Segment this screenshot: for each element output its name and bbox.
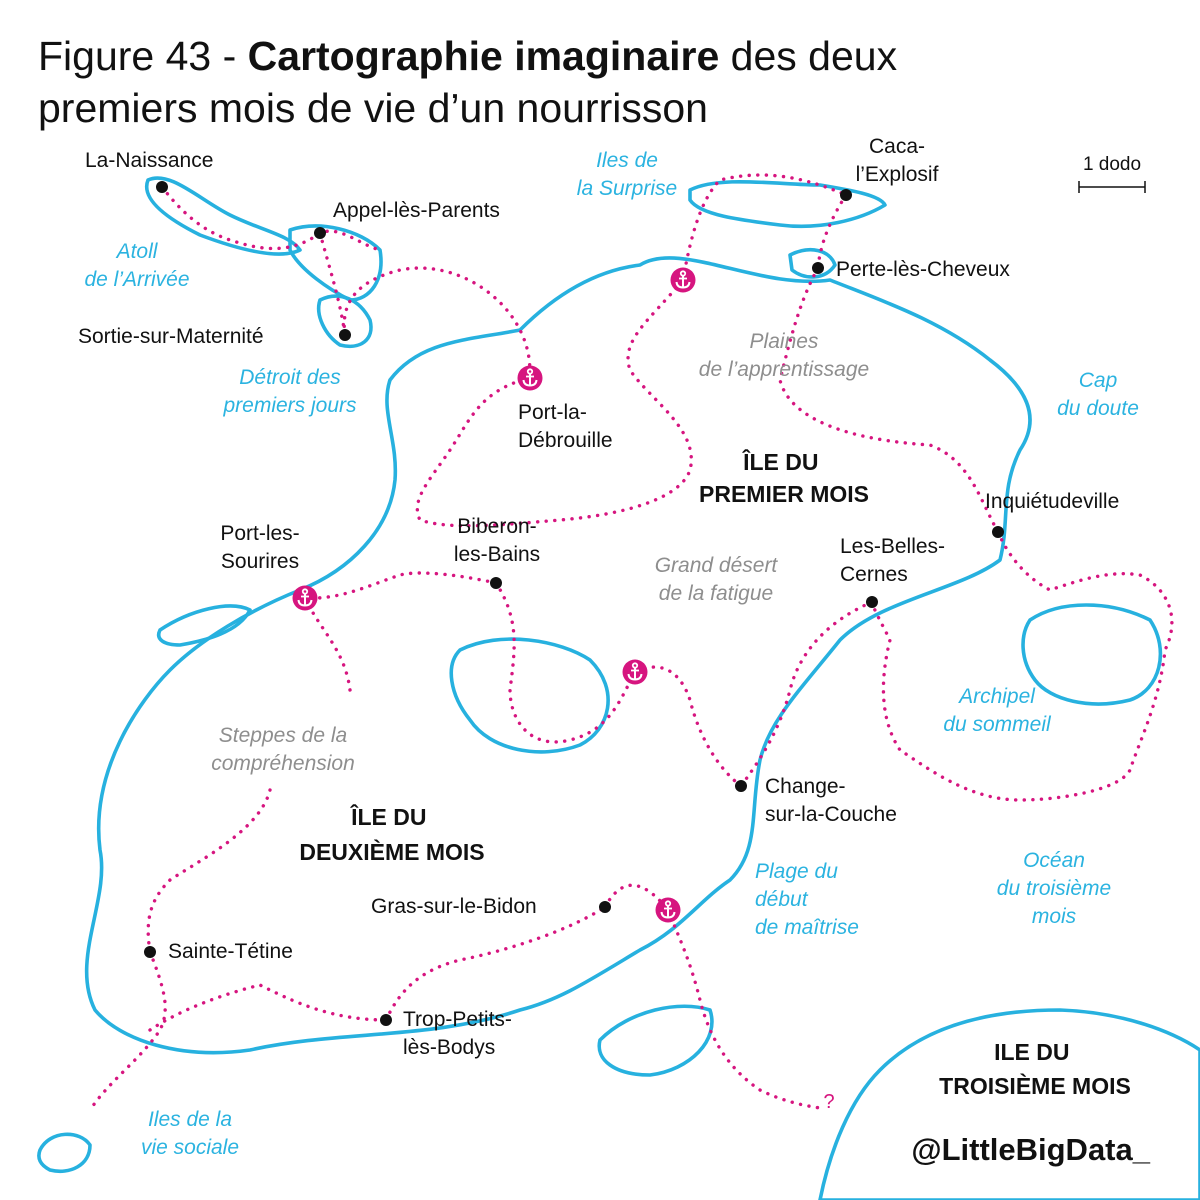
dot-icon	[840, 189, 852, 201]
route-segment	[160, 185, 382, 252]
dot-icon	[735, 780, 747, 792]
route-segment	[148, 983, 388, 1032]
dot-icon	[380, 1014, 392, 1026]
scale-label: 1 dodo	[1083, 154, 1141, 175]
place-label-appel-les-parents: Appel-lès-Parents	[333, 199, 500, 222]
inner-lake-coast	[449, 637, 610, 754]
region-label-iles-de-la-surprise: Iles de la Surprise	[577, 149, 677, 200]
title-rest: des deux premiers mois de vie d’un nourr…	[38, 33, 898, 131]
plain-label-plaines-de-l-apprentissage: Plaines de l’apprentissage	[699, 330, 869, 381]
place-label-change-sur-la-couche: Change-sur-la-Couche	[765, 775, 897, 826]
place-label-trop-petits-les-bodys: Trop-Petits-lès-Bodys	[403, 1008, 512, 1059]
route-segment	[303, 596, 352, 692]
island-second-month: ÎLE DU DEUXIÈME MOIS	[299, 803, 484, 865]
place-label-les-belles-cernes: Les-Belles-Cernes	[840, 535, 945, 586]
place-label-caca-l-explosif: Caca-l’Explosif	[856, 135, 939, 186]
plain-label-grand-desert-de-la-fatigue: Grand désert de la fatigue	[655, 554, 779, 605]
route-segment	[633, 665, 743, 788]
credit-handle: @LittleBigData_	[911, 1132, 1150, 1167]
region-label-plage-du-debut-de-maitrise: Plage du début de maîtrise	[755, 860, 859, 939]
atoll-coast	[144, 176, 302, 256]
page-title: Figure 43 - Cartographie imaginaire des …	[38, 30, 1038, 134]
dot-icon	[144, 946, 156, 958]
route-segment	[342, 266, 532, 380]
title-bold: Cartographie imaginaire	[247, 33, 720, 79]
dotted-routes	[88, 173, 1174, 1112]
place-label-inquietudeville: Inquiétudeville	[985, 490, 1119, 513]
unknown-destination-marker: ?	[823, 1091, 834, 1113]
dot-icon	[314, 227, 326, 239]
route-segment	[870, 530, 1174, 802]
place-label-perte-les-cheveux: Perte-lès-Cheveux	[836, 258, 1010, 281]
islet-surprise	[688, 179, 887, 229]
dot-icon	[866, 596, 878, 608]
route-segment	[494, 581, 637, 744]
dot-icon	[339, 329, 351, 341]
place-label-sainte-tetine: Sainte-Tétine	[168, 940, 293, 963]
dot-icon	[599, 901, 611, 913]
island-first-month: ÎLE DU PREMIER MOIS	[699, 448, 869, 507]
region-label-atoll-de-l-arrivee: Atoll de l’Arrivée	[84, 240, 189, 291]
anchor-icon	[622, 659, 648, 685]
dot-icon	[156, 181, 168, 193]
third-island-coast	[818, 1008, 1200, 1200]
region-label-archipel-du-sommeil: Archipel du sommeil	[943, 685, 1052, 736]
dot-icon	[992, 526, 1004, 538]
route-segment	[666, 908, 822, 1110]
plain-label-steppes-de-la-comprehension: Steppes de la compréhension	[211, 724, 355, 775]
region-label-iles-de-la-vie-sociale: Iles de la vie sociale	[141, 1108, 239, 1159]
route-segment	[146, 788, 272, 954]
place-label-port-les-sourires: Port-les-Sourires	[220, 522, 299, 573]
place-label-la-naissance: La-Naissance	[85, 149, 213, 172]
route-segment	[816, 193, 848, 270]
route-segment	[778, 266, 1000, 534]
route-segment	[318, 231, 347, 337]
place-label-gras-sur-le-bidon: Gras-sur-le-Bidon	[371, 895, 537, 918]
coastlines	[37, 176, 1200, 1200]
scale-bar: 1 dodo	[1078, 154, 1146, 193]
map-labels: La-Naissance Appel-lès-Parents Sortie-sur-…	[78, 135, 1139, 1159]
place-markers	[144, 181, 1004, 1026]
anchor-icon	[517, 365, 543, 391]
route-segment	[681, 173, 848, 282]
place-label-biberon-les-bains: Biberon-les-Bains	[454, 515, 540, 566]
island-third-month: ILE DU TROISIÈME MOIS	[939, 1039, 1131, 1099]
islet-plage	[597, 1004, 714, 1077]
dot-icon	[812, 262, 824, 274]
islet-cheveux	[788, 248, 837, 279]
region-label-ocean-du-troisieme-mois: Océan du troisième mois	[997, 849, 1111, 928]
title-prefix: Figure 43 -	[38, 33, 248, 79]
islet-sourires	[157, 604, 252, 647]
main-island-coast	[84, 256, 1032, 1055]
dot-icon	[490, 577, 502, 589]
place-label-port-la-debrouille: Port-la-Débrouille	[518, 401, 613, 452]
anchor-icon	[655, 897, 681, 923]
route-segment	[303, 571, 498, 600]
islet-vie-sociale	[37, 1132, 92, 1173]
place-label-sortie-sur-maternite: Sortie-sur-Maternité	[78, 325, 264, 348]
islet-sommeil	[1021, 603, 1163, 706]
region-label-detroit-des-premiers-jours: Détroit des premiers jours	[222, 366, 357, 417]
route-segment	[88, 950, 167, 1112]
anchor-icon	[670, 267, 696, 293]
anchor-icon	[292, 585, 318, 611]
islet-appel	[288, 224, 383, 302]
route-segment	[384, 905, 607, 1022]
route-segment	[415, 278, 693, 528]
region-label-cap-du-doute: Cap du doute	[1057, 369, 1139, 420]
islet-sortie	[317, 294, 373, 348]
